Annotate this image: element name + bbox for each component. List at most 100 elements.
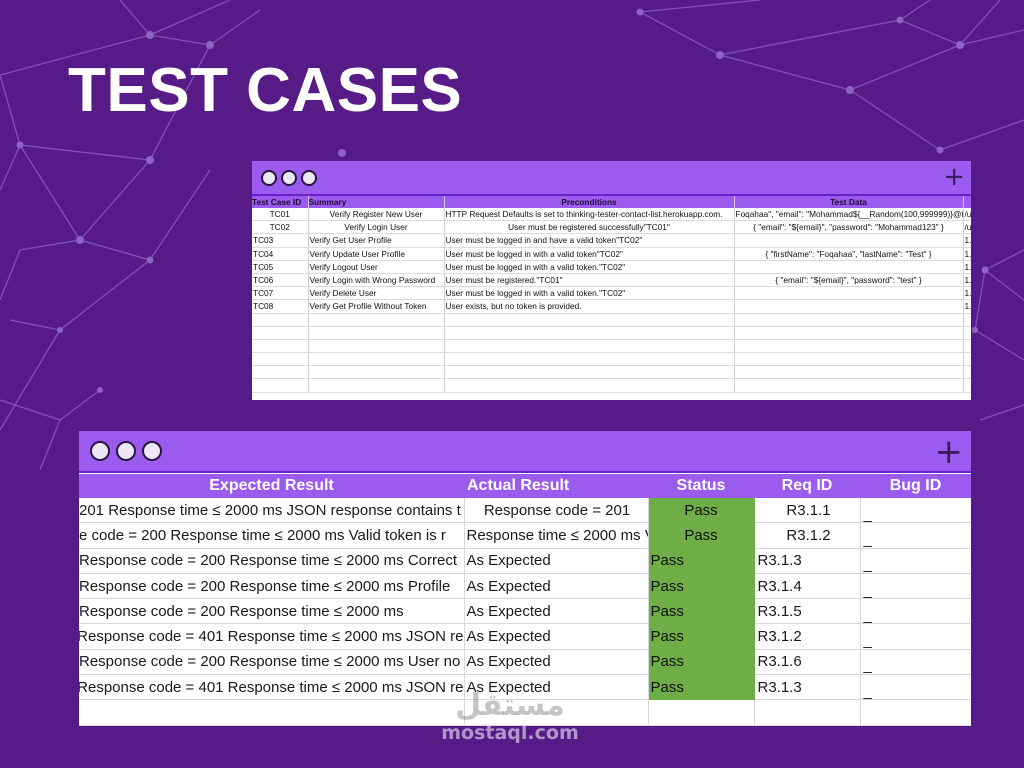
cell-summary[interactable]: Verify Logout User	[308, 260, 445, 274]
cell-test-data[interactable]	[734, 233, 964, 248]
empty-cell[interactable]	[963, 326, 971, 340]
empty-cell[interactable]	[444, 326, 735, 340]
cell-req-id[interactable]: R3.1.6	[754, 649, 861, 676]
cell-bug-id[interactable]: _	[860, 548, 971, 574]
empty-cell[interactable]	[963, 365, 971, 380]
cell-preconditions[interactable]: HTTP Request Defaults is set to thinking…	[444, 208, 735, 222]
cell-extra[interactable]: /u	[963, 220, 971, 235]
empty-cell[interactable]	[252, 313, 309, 327]
cell-actual-result[interactable]: Response time ≤ 2000 ms V	[464, 522, 649, 549]
cell-expected-result[interactable]: e code = 200 Response time ≤ 2000 ms Val…	[79, 522, 465, 549]
cell-test-data[interactable]: Foqahaa", "email": "Mohammad${__Random(1…	[734, 208, 964, 222]
cell-req-id[interactable]: R3.1.3	[754, 548, 861, 574]
cell-expected-result[interactable]: Response code = 200 Response time ≤ 2000…	[79, 548, 465, 574]
cell-test-data[interactable]: { "email": "${email}", "password": "test…	[734, 273, 964, 288]
cell-status-pass[interactable]: Pass	[648, 522, 755, 549]
cell-id[interactable]: TC02	[252, 220, 309, 235]
cell-status-pass[interactable]: Pass	[648, 649, 755, 676]
empty-cell[interactable]	[308, 365, 445, 380]
empty-cell[interactable]	[308, 339, 445, 354]
cell-summary[interactable]: Verify Get Profile Without Token	[308, 299, 445, 314]
window-dot-icon[interactable]	[116, 441, 136, 461]
empty-cell[interactable]	[734, 313, 964, 327]
empty-cell[interactable]	[308, 378, 445, 393]
cell-preconditions[interactable]: User exists, but no token is provided.	[444, 299, 735, 314]
empty-cell[interactable]	[734, 352, 964, 367]
cell-bug-id[interactable]: _	[860, 498, 971, 524]
cell-actual-result[interactable]: As Expected	[464, 623, 649, 650]
cell-summary[interactable]: Verify Get User Profile	[308, 233, 445, 248]
cell-id[interactable]: TC05	[252, 260, 309, 274]
cell-extra[interactable]: 1.	[963, 273, 971, 288]
cell-bug-id[interactable]: _	[860, 649, 971, 676]
empty-cell[interactable]	[754, 699, 861, 726]
cell-preconditions[interactable]: User must be logged in with a valid toke…	[444, 247, 735, 261]
cell-expected-result[interactable]: Response code = 200 Response time ≤ 2000…	[79, 649, 465, 676]
empty-cell[interactable]	[444, 352, 735, 367]
cell-preconditions[interactable]: User must be registered successfully"TC0…	[444, 220, 735, 235]
empty-cell[interactable]	[444, 313, 735, 327]
cell-bug-id[interactable]: _	[860, 623, 971, 650]
cell-preconditions[interactable]: User must be registered."TC01"	[444, 273, 735, 288]
cell-test-data[interactable]	[734, 286, 964, 301]
empty-cell[interactable]	[252, 378, 309, 393]
window-dot-icon[interactable]	[301, 170, 317, 186]
empty-cell[interactable]	[444, 365, 735, 380]
cell-req-id[interactable]: R3.1.2	[754, 623, 861, 650]
plus-icon[interactable]: +	[943, 162, 965, 192]
cell-actual-result[interactable]: As Expected	[464, 548, 649, 574]
cell-status-pass[interactable]: Pass	[648, 674, 755, 701]
cell-req-id[interactable]: R3.1.4	[754, 573, 861, 600]
cell-extra[interactable]: 1.	[963, 286, 971, 301]
cell-summary[interactable]: Verify Register New User	[308, 208, 445, 222]
empty-cell[interactable]	[252, 339, 309, 354]
cell-id[interactable]: TC06	[252, 273, 309, 288]
cell-preconditions[interactable]: User must be logged in with a valid toke…	[444, 260, 735, 274]
cell-id[interactable]: TC01	[252, 208, 309, 222]
cell-status-pass[interactable]: Pass	[648, 548, 755, 574]
empty-cell[interactable]	[308, 326, 445, 340]
cell-id[interactable]: TC04	[252, 247, 309, 261]
cell-bug-id[interactable]: _	[860, 522, 971, 549]
empty-cell[interactable]	[444, 339, 735, 354]
empty-cell[interactable]	[963, 339, 971, 354]
cell-req-id[interactable]: R3.1.3	[754, 674, 861, 701]
window-dot-icon[interactable]	[142, 441, 162, 461]
empty-cell[interactable]	[734, 326, 964, 340]
empty-cell[interactable]	[860, 699, 971, 726]
empty-cell[interactable]	[444, 378, 735, 393]
cell-status-pass[interactable]: Pass	[648, 498, 755, 524]
cell-summary[interactable]: Verify Update User Profile	[308, 247, 445, 261]
cell-preconditions[interactable]: User must be logged in and have a valid …	[444, 233, 735, 248]
empty-cell[interactable]	[79, 699, 465, 726]
empty-cell[interactable]	[963, 378, 971, 393]
empty-cell[interactable]	[734, 378, 964, 393]
empty-cell[interactable]	[734, 339, 964, 354]
window-dot-icon[interactable]	[261, 170, 277, 186]
cell-extra[interactable]: 1.	[963, 299, 971, 314]
cell-actual-result[interactable]: As Expected	[464, 649, 649, 676]
cell-status-pass[interactable]: Pass	[648, 623, 755, 650]
cell-extra[interactable]: 1.	[963, 247, 971, 261]
window-dot-icon[interactable]	[90, 441, 110, 461]
cell-test-data[interactable]: { "email": "${email}", "password": "Moha…	[734, 220, 964, 235]
empty-cell[interactable]	[963, 313, 971, 327]
cell-expected-result[interactable]: Response code = 200 Response time ≤ 2000…	[79, 598, 465, 625]
cell-summary[interactable]: Verify Login with Wrong Password	[308, 273, 445, 288]
cell-actual-result[interactable]: As Expected	[464, 674, 649, 701]
cell-summary[interactable]: Verify Login User	[308, 220, 445, 235]
cell-expected-result[interactable]: Response code = 401 Response time ≤ 2000…	[79, 674, 465, 701]
cell-actual-result[interactable]: As Expected	[464, 598, 649, 625]
cell-preconditions[interactable]: User must be logged in with a valid toke…	[444, 286, 735, 301]
cell-summary[interactable]: Verify Delete User	[308, 286, 445, 301]
plus-icon[interactable]: +	[934, 432, 964, 472]
cell-test-data[interactable]	[734, 260, 964, 274]
cell-expected-result[interactable]: 201 Response time ≤ 2000 ms JSON respons…	[79, 498, 465, 524]
cell-bug-id[interactable]: _	[860, 573, 971, 600]
cell-id[interactable]: TC07	[252, 286, 309, 301]
cell-extra[interactable]: 1.	[963, 233, 971, 248]
cell-expected-result[interactable]: Response code = 200 Response time ≤ 2000…	[79, 573, 465, 600]
cell-id[interactable]: TC08	[252, 299, 309, 314]
cell-status-pass[interactable]: Pass	[648, 598, 755, 625]
cell-id[interactable]: TC03	[252, 233, 309, 248]
